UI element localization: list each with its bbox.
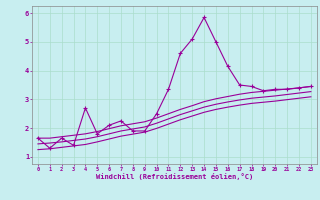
X-axis label: Windchill (Refroidissement éolien,°C): Windchill (Refroidissement éolien,°C) <box>96 173 253 180</box>
